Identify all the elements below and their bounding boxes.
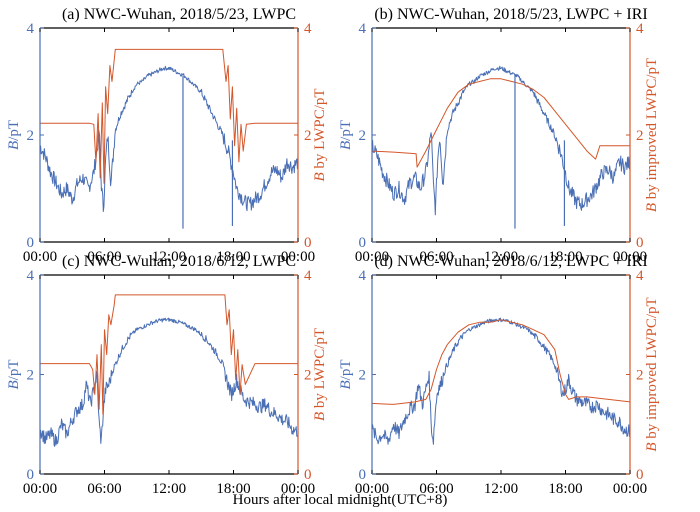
series-model-d: [371, 319, 631, 405]
x-tick-label: 12:00: [484, 249, 518, 265]
y-axis-title-right: B by improved LWPC/pT: [644, 297, 660, 451]
series-model-b: [371, 78, 630, 168]
y-tick-label-right: 2: [636, 368, 644, 384]
y-tick-label-left: 2: [27, 368, 35, 384]
y-tick-label-left: 4: [359, 21, 367, 37]
x-tick-label: 18:00: [548, 249, 582, 265]
y-tick-label-right: 0: [636, 467, 644, 483]
y-tick-label-left: 0: [27, 235, 35, 251]
y-tick-label-right: 2: [304, 368, 312, 384]
y-tick-label-right: 2: [304, 128, 312, 144]
x-tick-label: 12:00: [152, 249, 186, 265]
panel-title-d: (d) NWC-Wuhan, 2018/6/12, LWPC + IRI: [374, 253, 647, 270]
series-measured-d: [371, 317, 631, 445]
y-axis-title-left: B/pT: [6, 120, 22, 150]
x-tick-label: 00:00: [613, 249, 647, 265]
x-tick-label: 00:00: [23, 481, 57, 497]
y-axis-title-left: B/pT: [6, 359, 22, 389]
y-axis-title-right: B by improved LWPC/pT: [644, 58, 660, 212]
y-tick-label-left: 4: [27, 268, 35, 284]
y-tick-label-right: 4: [636, 21, 644, 37]
y-tick-label-left: 2: [359, 128, 367, 144]
y-axis-title-left: B/pT: [338, 359, 354, 389]
panel-title-c: (c) NWC-Wuhan, 2018/6/12, LWPC: [62, 253, 296, 270]
x-tick-label: 18:00: [216, 481, 250, 497]
y-tick-label-right: 4: [304, 268, 312, 284]
x-tick-label: 12:00: [152, 481, 186, 497]
y-tick-label-left: 4: [27, 21, 35, 37]
x-tick-label: 06:00: [87, 481, 121, 497]
y-axis-title-left: B/pT: [338, 120, 354, 150]
x-tick-label: 00:00: [355, 481, 389, 497]
y-axis-title-right: B by LWPC/pT: [312, 88, 328, 181]
y-tick-label-right: 4: [304, 21, 312, 37]
series-measured-c: [39, 317, 299, 447]
y-tick-label-right: 0: [304, 235, 312, 251]
y-axis-title-right: B by LWPC/pT: [312, 328, 328, 421]
x-tick-label: 18:00: [216, 249, 250, 265]
y-tick-label-right: 0: [304, 467, 312, 483]
x-tick-label: 06:00: [419, 481, 453, 497]
x-tick-label: 12:00: [484, 481, 518, 497]
x-axis-title: Hours after local midnight(UTC+8): [233, 492, 448, 508]
series-model-a: [40, 48, 298, 184]
x-tick-label: 00:00: [355, 249, 389, 265]
x-tick-label: 06:00: [87, 249, 121, 265]
series-measured-a: [39, 65, 299, 212]
panel-title-b: (b) NWC-Wuhan, 2018/5/23, LWPC + IRI: [374, 6, 647, 23]
y-tick-label-left: 0: [27, 467, 35, 483]
x-tick-label: 00:00: [281, 249, 315, 265]
series-model-c: [40, 294, 298, 415]
y-tick-label-left: 2: [359, 368, 367, 384]
x-tick-label: 00:00: [281, 481, 315, 497]
x-tick-label: 18:00: [548, 481, 582, 497]
x-tick-label: 00:00: [613, 481, 647, 497]
y-tick-label-left: 0: [359, 467, 367, 483]
y-tick-label-left: 0: [359, 235, 367, 251]
x-tick-label: 06:00: [419, 249, 453, 265]
y-tick-label-right: 4: [636, 268, 644, 284]
x-tick-label: 00:00: [23, 249, 57, 265]
y-tick-label-right: 0: [636, 235, 644, 251]
y-tick-label-right: 2: [636, 128, 644, 144]
y-tick-label-left: 2: [27, 128, 35, 144]
y-tick-label-left: 4: [359, 268, 367, 284]
panel-title-a: (a) NWC-Wuhan, 2018/5/23, LWPC: [62, 6, 296, 23]
series-measured-b: [371, 65, 631, 216]
